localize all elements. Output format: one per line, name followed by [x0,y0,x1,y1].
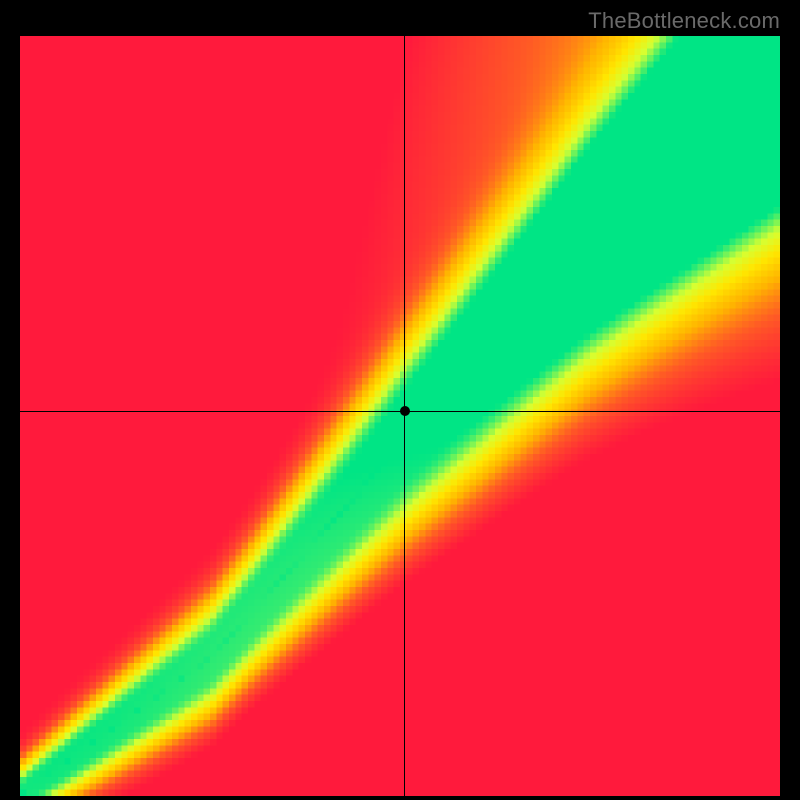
bottleneck-heatmap [20,36,780,796]
chart-container: TheBottleneck.com [0,0,800,800]
selection-marker[interactable] [400,406,410,416]
watermark-text: TheBottleneck.com [588,8,780,34]
